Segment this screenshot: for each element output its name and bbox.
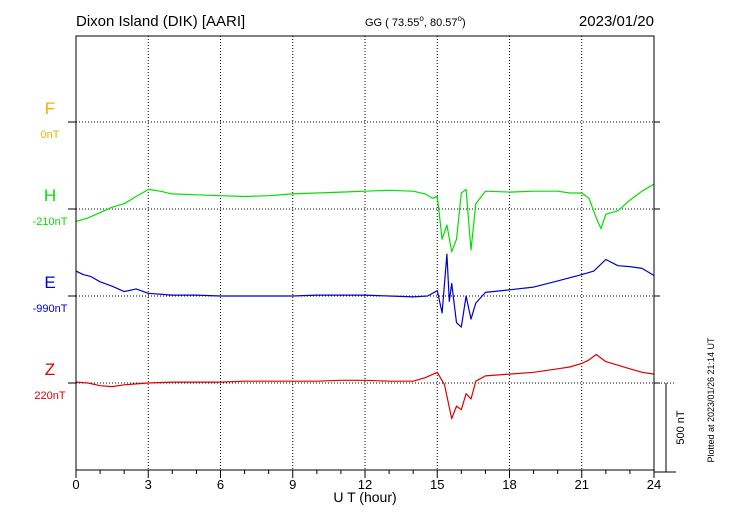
station-title: Dixon Island (DIK) [AARI]: [76, 13, 245, 30]
x-tick-label: 6: [217, 477, 224, 492]
x-tick-label: 0: [72, 477, 79, 492]
degree-mark-lon: o: [458, 14, 463, 23]
grid-lines: [68, 36, 676, 470]
data-traces: [75, 183, 655, 420]
component-labels: F 0nT H -210nT E -990nT Z 220nT: [33, 99, 68, 402]
x-tick-label: 15: [430, 477, 444, 492]
scale-bar: 500 nT: [654, 383, 687, 473]
component-name-Z: Z: [45, 360, 55, 379]
station-coordinates: GG ( 73.55o, 80.57o): [365, 14, 466, 29]
baseline-value-E: -990nT: [33, 303, 68, 315]
x-tick-label: 9: [289, 477, 296, 492]
x-axis: 0 3 6 9 12 15 18 21 24: [72, 470, 661, 492]
component-name-F: F: [45, 99, 55, 118]
x-tick-label: 18: [502, 477, 516, 492]
trace-Z: [75, 353, 655, 420]
scale-bar-label: 500 nT: [675, 410, 687, 445]
component-name-E: E: [44, 273, 55, 292]
baseline-value-H: -210nT: [33, 216, 68, 228]
trace-H: [75, 183, 655, 253]
degree-mark-lat: o: [419, 14, 424, 23]
plot-date: 2023/01/20: [579, 13, 654, 30]
x-tick-label: 3: [145, 477, 152, 492]
trace-E: [75, 253, 655, 328]
baseline-value-Z: 220nT: [34, 390, 65, 402]
x-tick-label: 21: [575, 477, 589, 492]
x-axis-label: U T (hour): [333, 489, 396, 505]
baseline-value-F: 0nT: [41, 129, 60, 141]
component-name-H: H: [44, 186, 56, 205]
plotted-timestamp: Plotted at 2023/01/26 21:14 UT: [706, 337, 716, 463]
x-tick-label: 24: [647, 477, 661, 492]
x-tick-label: 12: [358, 477, 372, 492]
